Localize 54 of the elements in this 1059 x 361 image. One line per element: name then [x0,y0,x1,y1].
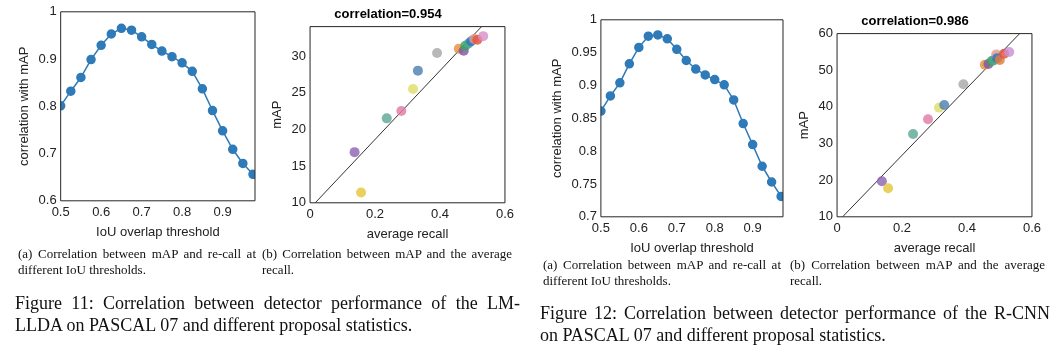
y-tick-label: 1 [589,11,597,27]
y-tick-label: 0.9 [578,77,597,93]
x-tick-label: 0.7 [667,220,686,236]
y-axis-title: correlation with mAP [549,58,565,178]
x-axis-title: average recall [366,225,449,241]
y-tick-label: 0.8 [38,97,57,113]
x-tick-label: 0.6 [495,206,514,222]
y-tick-label: 0.95 [571,44,597,60]
caption: Figure 11: Correlation between detector performance of the LM-LLDA on PASCAL 07 and different proposal statistics. [15,293,520,337]
text: (b) Correlation between mAP and the average recall. [262,246,512,278]
y-tick-label: 10 [818,208,834,224]
x-tick-label: 0.5 [591,220,610,236]
x-tick-label: 0.6 [92,204,111,220]
y-tick-label: 25 [291,84,307,100]
y-tick-label: 30 [818,135,834,151]
x-tick-label: 0.8 [173,204,192,220]
x-tick-label: 0.2 [892,220,912,236]
y-tick-label: 50 [818,61,834,77]
y-tick-label: 0.8 [578,142,597,158]
y-axis-title: mAP [796,111,812,140]
y-tick-label: 0.85 [571,109,597,125]
text: (a) Correlation between mAP and re-call at different IoU thresholds. [543,257,781,289]
y-tick-label: 15 [291,157,307,173]
x-tick-label: 0.4 [957,220,977,236]
text: (a) Correlation between mAP and re-call at different IoU thresholds. [18,246,256,278]
y-tick-label: 0.7 [38,145,57,161]
y-tick-label: 40 [818,98,834,114]
x-axis-title: average recall [893,239,976,255]
x-tick-label: 0.9 [213,204,232,220]
x-tick-label: 0.8 [705,220,724,236]
y-tick-label: 10 [291,194,307,210]
x-tick-label: 0.6 [1022,220,1041,236]
x-tick-label: 0.4 [430,206,450,222]
text: (b) Correlation between mAP and the average recall. [790,257,1045,289]
x-tick-label: 0 [306,206,314,222]
x-tick-label: 0.2 [365,206,385,222]
x-tick-label: 0 [833,220,841,236]
y-tick-label: 20 [818,171,834,187]
chart-title: correlation=0.986 [861,13,969,29]
x-tick-label: 0.7 [132,204,151,220]
caption: Figure 12: Correlation between detector performance of the R-CNN on PASCAL 07 and different proposal statistics. [540,303,1050,347]
chart-title: correlation=0.954 [334,6,443,22]
x-axis-title: IoU overlap threshold [630,239,754,255]
y-axis-title: mAP [269,100,285,129]
y-axis-title: correlation with mAP [16,46,32,166]
y-tick-label: 20 [291,120,307,136]
x-tick-label: 0.6 [629,220,648,236]
y-tick-label: 0.75 [571,175,597,191]
y-tick-label: 1 [49,3,57,19]
x-tick-label: 0.9 [743,220,762,236]
y-tick-label: 60 [818,25,834,41]
y-tick-label: 0.9 [38,50,57,66]
x-axis-title: IoU overlap threshold [96,223,220,239]
y-tick-label: 30 [291,47,307,63]
